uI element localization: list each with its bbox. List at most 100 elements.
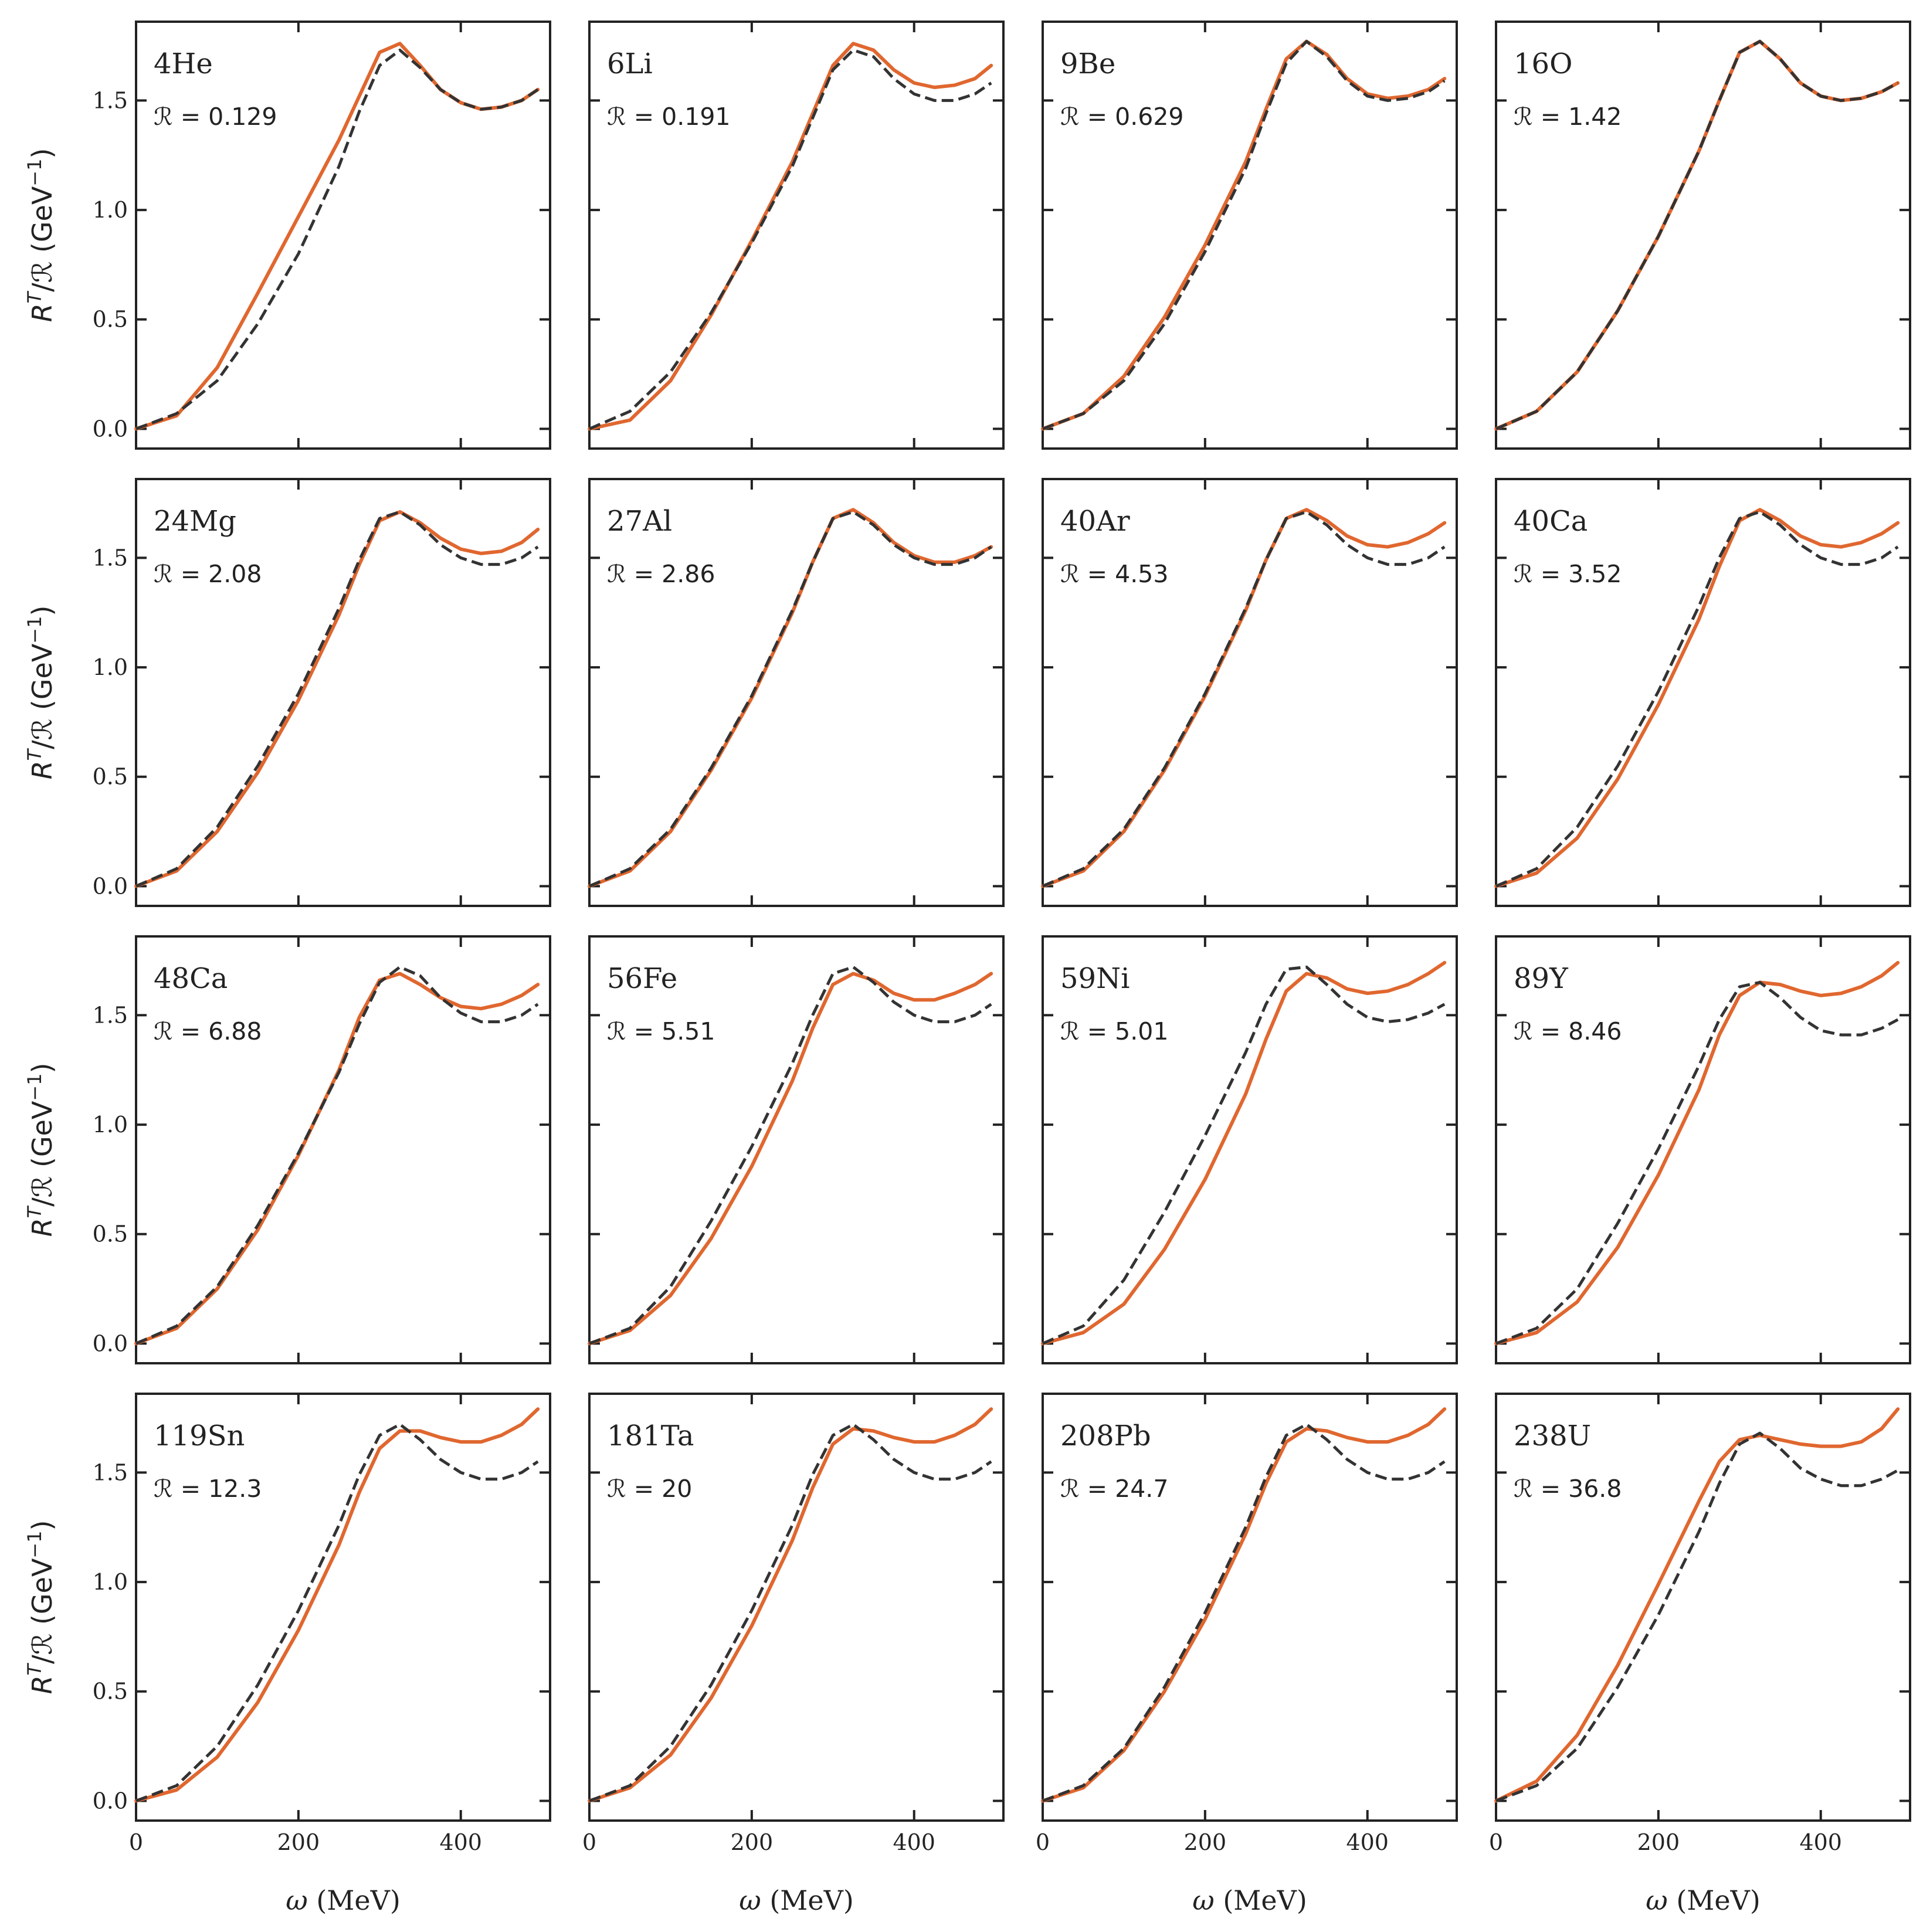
y-axis-label: RT/ℛ (GeV−1): [23, 1063, 58, 1237]
x-tick-label: 200: [1184, 1829, 1227, 1855]
series-solid-line: [134, 972, 540, 1346]
nucleus-label: 24Mg: [154, 505, 236, 538]
panel-119Sn: 0.0 0.5 1.0 1.5 0 200 400 119Sn ℛ = 12.3: [93, 1393, 551, 1855]
panel-48Ca: 0.0 0.5 1.0 1.5 48Ca ℛ = 6.88: [93, 935, 551, 1364]
nucleus-label: 40Ca: [1514, 505, 1588, 538]
x-tick-label: 200: [1637, 1829, 1680, 1855]
panel-40Ar: 40Ar ℛ = 4.53: [1041, 478, 1458, 907]
panel-frame: [588, 935, 1005, 1364]
panel-frame: [1042, 1393, 1458, 1822]
panel-40Ca: 40Ca ℛ = 3.52: [1494, 478, 1911, 907]
r-value-label: ℛ = 5.01: [1060, 1017, 1168, 1045]
y-axis-label: RT/ℛ (GeV−1): [23, 606, 58, 780]
panel-frame: [588, 1393, 1005, 1822]
y-tick-label: 0.5: [93, 1679, 128, 1704]
series-solid-line: [588, 42, 993, 431]
r-value-label: ℛ = 2.08: [154, 560, 262, 588]
x-axis-label: ω (MeV): [739, 1885, 854, 1916]
panel-27Al: 27Al ℛ = 2.86: [588, 478, 1005, 907]
y-tick-label: 1.5: [93, 87, 128, 113]
y-tick-label: 1.5: [93, 1002, 128, 1028]
series-solid-line: [134, 42, 540, 431]
nucleus-label: 181Ta: [607, 1420, 694, 1452]
series-solid-line: [134, 1407, 540, 1803]
y-tick-label: 0.5: [93, 1221, 128, 1247]
y-tick-label: 0.0: [93, 416, 128, 442]
series-solid-line: [1041, 960, 1447, 1346]
panel-56Fe: 56Fe ℛ = 5.51: [588, 935, 1005, 1364]
series-dashed-line: [1042, 40, 1446, 430]
panel-frame: [1495, 478, 1911, 907]
r-value-label: ℛ = 0.191: [607, 103, 731, 131]
x-tick-label: 200: [731, 1829, 774, 1855]
series-dashed-line: [135, 1422, 539, 1802]
series-dashed-line: [1495, 40, 1899, 430]
panel-4He: 0.0 0.5 1.0 1.5 4He ℛ = 0.129: [93, 21, 551, 450]
nucleus-label: 59Ni: [1060, 962, 1129, 995]
r-value-label: ℛ = 2.86: [607, 560, 715, 588]
y-axis-label: RT/ℛ (GeV−1): [23, 1520, 58, 1695]
panel-frame: [1495, 1393, 1911, 1822]
y-tick-label: 0.0: [93, 1330, 128, 1356]
r-value-label: ℛ = 0.629: [1060, 103, 1184, 131]
panel-frame: [1495, 935, 1911, 1364]
r-value-label: ℛ = 3.52: [1514, 560, 1622, 588]
r-value-label: ℛ = 12.3: [154, 1475, 262, 1503]
series-dashed-line: [1042, 965, 1446, 1345]
y-tick-label: 1.0: [93, 1569, 128, 1595]
x-tick-label: 400: [439, 1829, 482, 1855]
series-solid-line: [588, 1407, 993, 1803]
panel-frame: [1042, 21, 1458, 450]
y-tick-label: 0.5: [93, 307, 128, 332]
x-tick-label: 0: [1036, 1829, 1050, 1855]
series-solid-line: [1494, 960, 1900, 1346]
r-value-label: ℛ = 5.51: [607, 1017, 715, 1045]
x-tick-label: 0: [129, 1829, 143, 1855]
series-dashed-line: [135, 510, 539, 888]
panel-frame: [135, 1393, 551, 1822]
nucleus-label: 40Ar: [1060, 505, 1130, 538]
x-tick-label: 0: [1489, 1829, 1503, 1855]
nucleus-label: 238U: [1514, 1420, 1591, 1452]
panel-9Be: 9Be ℛ = 0.629: [1041, 21, 1458, 450]
panel-89Y: 89Y ℛ = 8.46: [1494, 935, 1911, 1364]
nucleus-label: 208Pb: [1060, 1420, 1151, 1452]
nucleus-label: 9Be: [1060, 47, 1115, 80]
panel-16O: 16O ℛ = 1.42: [1494, 21, 1911, 450]
x-axis-label: ω (MeV): [1646, 1885, 1761, 1916]
nucleus-label: 4He: [154, 47, 213, 80]
nucleus-label: 89Y: [1514, 962, 1569, 995]
panel-181Ta: 0 200 400 181Ta ℛ = 20: [582, 1393, 1005, 1855]
y-axis-label: RT/ℛ (GeV−1): [23, 148, 58, 322]
series-dashed-line: [135, 49, 539, 430]
series-solid-line: [1041, 39, 1447, 431]
series-solid-line: [1494, 1407, 1900, 1803]
y-tick-label: 1.5: [93, 545, 128, 571]
series-solid-line: [1041, 1407, 1447, 1803]
series-dashed-line: [589, 49, 992, 430]
y-tick-label: 0.5: [93, 764, 128, 790]
nucleus-label: 56Fe: [607, 962, 677, 995]
nucleus-label: 27Al: [607, 505, 672, 538]
y-tick-label: 1.0: [93, 1112, 128, 1138]
nucleus-label: 48Ca: [154, 962, 228, 995]
x-tick-label: 400: [1346, 1829, 1389, 1855]
x-tick-label: 400: [893, 1829, 935, 1855]
y-tick-label: 0.0: [93, 1788, 128, 1814]
panel-frame: [135, 21, 551, 450]
series-dashed-line: [1042, 510, 1446, 888]
r-value-label: ℛ = 0.129: [154, 103, 277, 131]
x-tick-label: 0: [582, 1829, 596, 1855]
series-dashed-line: [589, 510, 992, 888]
x-tick-label: 200: [277, 1829, 320, 1855]
r-value-label: ℛ = 1.42: [1514, 103, 1622, 131]
panel-frame: [1495, 21, 1911, 450]
y-tick-label: 0.0: [93, 873, 128, 899]
panel-frame: [588, 478, 1005, 907]
r-value-label: ℛ = 4.53: [1060, 560, 1168, 588]
nucleus-label: 16O: [1514, 47, 1572, 80]
y-tick-label: 1.0: [93, 197, 128, 223]
panel-frame: [1042, 478, 1458, 907]
r-value-label: ℛ = 36.8: [1514, 1475, 1622, 1503]
